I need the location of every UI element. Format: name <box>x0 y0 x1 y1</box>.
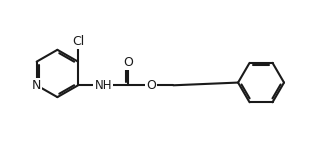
Text: O: O <box>146 79 156 92</box>
Text: NH: NH <box>94 79 112 92</box>
Text: Cl: Cl <box>72 35 84 48</box>
Text: O: O <box>123 56 133 69</box>
Text: N: N <box>32 79 41 92</box>
